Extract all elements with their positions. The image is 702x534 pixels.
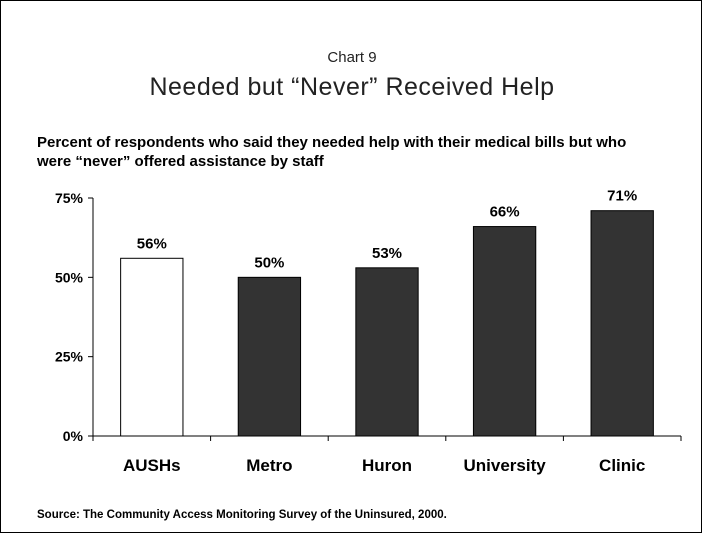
data-label-metro: 50%	[254, 254, 284, 271]
source-note: Source: The Community Access Monitoring …	[37, 509, 447, 521]
x-category-label-metro: Metro	[246, 456, 292, 475]
chart-bars	[120, 210, 654, 437]
y-tick-label: 0%	[63, 428, 84, 444]
x-category-label-clinic: Clinic	[599, 456, 645, 475]
data-label-huron: 53%	[372, 245, 402, 262]
y-tick-label: 50%	[55, 269, 84, 285]
bar-metro	[237, 276, 302, 437]
chart-subtitle: Percent of respondents who said they nee…	[37, 134, 627, 170]
y-tick-label: 25%	[55, 349, 84, 365]
bar-clinic	[590, 210, 654, 437]
data-label-clinic: 71%	[607, 188, 637, 205]
chart-title: Needed but “Never” Received Help	[149, 73, 555, 101]
chart-number-label: Chart 9	[327, 49, 377, 66]
x-category-label-university: University	[463, 456, 546, 475]
bar-university	[472, 226, 537, 437]
y-tick-label: 75%	[55, 190, 84, 206]
chart-labels: 56% AUSHs 50% Metro 53% Huron 66% University 71%…	[123, 188, 645, 475]
chart-axes: 0% 25% 50% 75%	[55, 190, 682, 444]
x-category-label-huron: Huron	[362, 456, 412, 475]
x-category-label-aushs: AUSHs	[123, 456, 181, 475]
bar-aushs	[120, 257, 184, 437]
data-label-university: 66%	[490, 204, 520, 221]
data-label-aushs: 56%	[137, 235, 167, 252]
bar-huron	[355, 267, 419, 437]
